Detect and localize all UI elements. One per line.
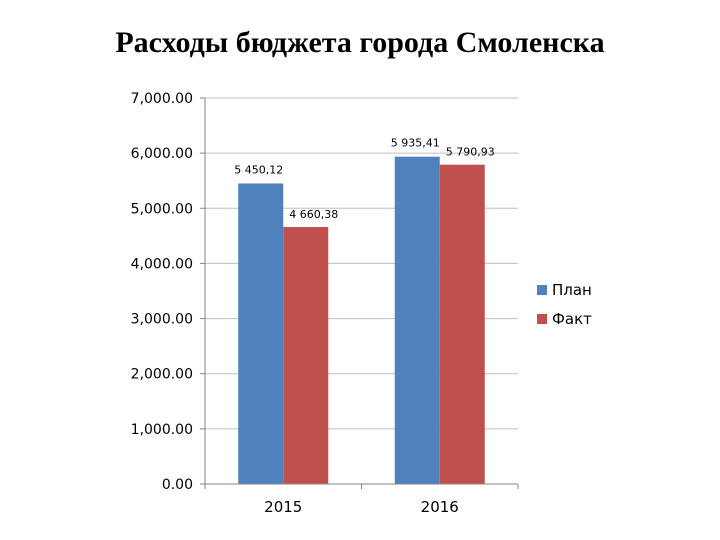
- bar: [238, 183, 284, 484]
- legend-swatch: [537, 314, 547, 324]
- x-tick-label: 2016: [421, 498, 459, 516]
- legend: План Факт: [537, 281, 592, 328]
- chart-title: Расходы бюджета города Смоленска: [115, 26, 605, 59]
- y-tick-label: 2,000.00: [131, 367, 193, 383]
- data-label: 4 660,38: [289, 208, 338, 221]
- data-labels: 5 450,12 4 660,38 5 935,41 5 790,93: [234, 137, 494, 221]
- y-tick-label: 1,000.00: [131, 422, 193, 438]
- y-tick-label: 4,000.00: [131, 256, 193, 272]
- y-tick-label: 3,000.00: [131, 312, 193, 328]
- legend-swatch: [537, 285, 547, 295]
- y-tick-label: 0.00: [162, 477, 193, 493]
- y-tick-label: 6,000.00: [131, 146, 193, 162]
- bar: [283, 227, 329, 484]
- data-label: 5 450,12: [234, 163, 283, 176]
- data-label: 5 790,93: [446, 146, 495, 159]
- y-tick-label: 5,000.00: [131, 201, 193, 217]
- x-tick-label: 2015: [264, 498, 302, 516]
- bar: [394, 156, 440, 484]
- bars: [238, 156, 485, 484]
- bar: [439, 164, 485, 484]
- data-label: 5 935,41: [391, 137, 440, 150]
- y-tick-label: 7,000.00: [131, 91, 193, 107]
- legend-label: Факт: [552, 310, 592, 328]
- axes: 0.00 1,000.00 2,000.00 3,000.00 4,000.00 5,00…: [131, 91, 519, 516]
- legend-label: План: [552, 281, 592, 299]
